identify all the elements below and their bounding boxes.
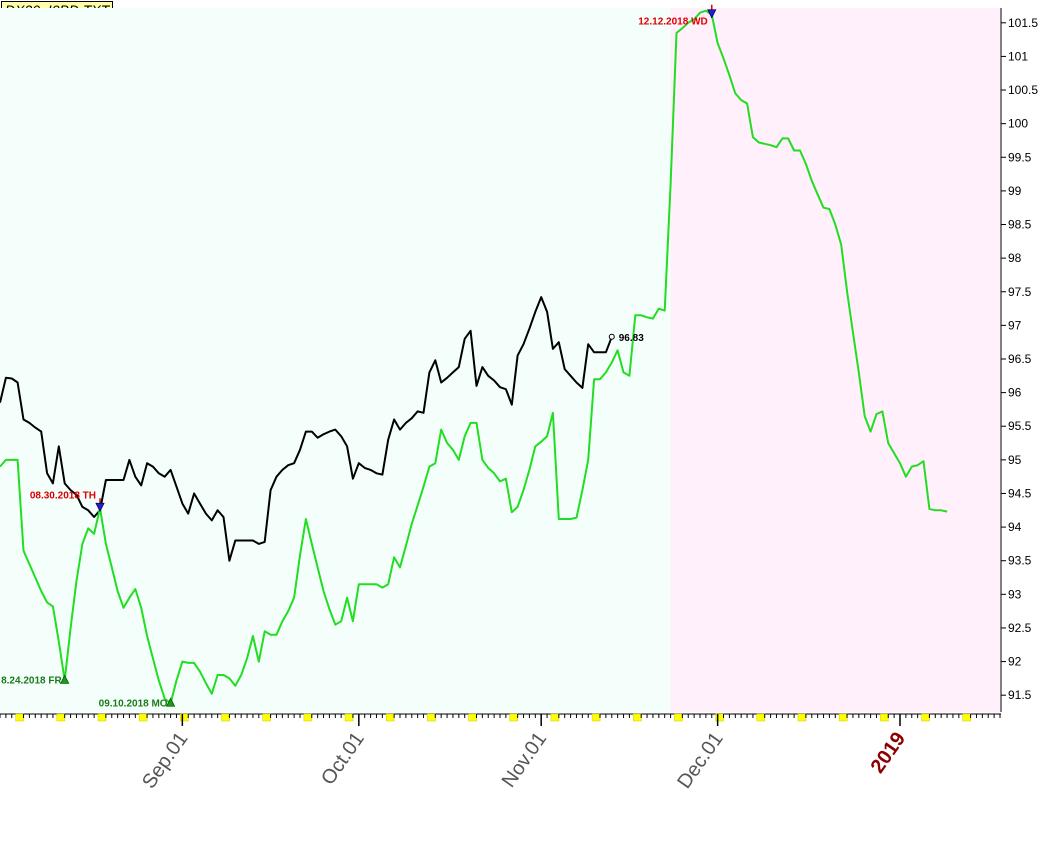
y-tick-label: 92 [1008, 655, 1022, 669]
y-tick-label: 95.5 [1008, 419, 1032, 433]
marker-label: 12.12.2018 WD [638, 17, 708, 28]
x-tick-label: Sep.01 [138, 728, 192, 793]
x-week-marker [427, 713, 436, 722]
series-line-1 [0, 9, 948, 705]
x-week-marker [756, 713, 766, 722]
x-week-marker [97, 713, 107, 722]
x-week-marker [591, 713, 601, 722]
y-tick-label: 98.5 [1008, 218, 1032, 232]
y-tick-label: 100.5 [1008, 83, 1038, 97]
x-week-marker [344, 713, 354, 722]
y-axis: 91.5 92 92.5 93 93.5 94 94.5 95 95.5 96 96.5 97 97.5… [1000, 8, 1038, 712]
y-tick-label: 101 [1008, 49, 1028, 63]
x-week-marker [468, 713, 477, 722]
x-week-marker [838, 713, 848, 722]
up-marker [60, 674, 70, 684]
y-tick-label: 98 [1008, 251, 1022, 265]
x-tick-label: Oct.01 [317, 728, 369, 789]
x-week-marker [221, 713, 230, 722]
x-week-marker [15, 713, 24, 722]
y-tick-label: 94.5 [1008, 486, 1032, 500]
marker-label: 09.10.2018 MO [99, 698, 168, 709]
y-tick-label: 99 [1008, 184, 1022, 198]
y-tick-label: 91.5 [1008, 688, 1032, 702]
last-value-dot [608, 333, 615, 340]
x-week-marker [56, 713, 66, 722]
marker-label: 08.30.2018 TH [30, 490, 96, 501]
x-tick-label: 2019 [867, 728, 911, 777]
x-week-marker [138, 713, 148, 722]
x-week-marker [880, 713, 889, 722]
x-week-marker [550, 713, 560, 722]
x-week-marker [385, 713, 395, 722]
down-marker [707, 9, 717, 19]
down-marker [95, 502, 105, 513]
background-region-1 [670, 8, 1000, 712]
series-lines [0, 9, 948, 705]
y-tick-label: 92.5 [1008, 621, 1032, 635]
y-tick-label: 100 [1008, 117, 1028, 131]
last-value-annotation: 96.83 [608, 333, 644, 344]
y-tick-label: 97 [1008, 318, 1022, 332]
y-tick-label: 101.5 [1008, 16, 1038, 30]
x-week-marker [633, 713, 642, 722]
x-tick-label: Nov.01 [498, 728, 552, 791]
background-regions [0, 8, 1000, 712]
last-value-label: 96.83 [619, 333, 644, 344]
x-week-marker [921, 713, 930, 722]
x-week-marker [180, 713, 189, 722]
up-marker [165, 697, 176, 707]
x-week-marker [962, 713, 971, 722]
y-tick-label: 99.5 [1008, 150, 1032, 164]
x-week-marker [262, 713, 271, 722]
marker-label: 8.24.2018 FR [1, 675, 62, 686]
series-line-0 [0, 296, 613, 562]
x-week-marker [797, 713, 807, 722]
y-tick-label: 97.5 [1008, 285, 1032, 299]
x-week-marker [303, 713, 313, 722]
y-tick-label: 94 [1008, 520, 1022, 534]
y-tick-label: 96 [1008, 386, 1022, 400]
y-tick-label: 93 [1008, 587, 1022, 601]
x-week-marker [509, 713, 519, 722]
x-week-marker [674, 713, 683, 722]
x-week-marker [715, 713, 724, 722]
y-tick-label: 96.5 [1008, 352, 1032, 366]
x-tick-label: Dec.01 [673, 728, 727, 793]
background-region-0 [0, 8, 671, 712]
y-tick-label: 93.5 [1008, 554, 1032, 568]
y-tick-label: 95 [1008, 453, 1022, 467]
event-markers: 8.24.2018 FR 08.30.2018 TH 09.10.2018 MO 12… [1, 4, 717, 709]
x-axis: Sep.01 Oct.01 Nov.01 Dec.01 2019 [0, 713, 1001, 793]
